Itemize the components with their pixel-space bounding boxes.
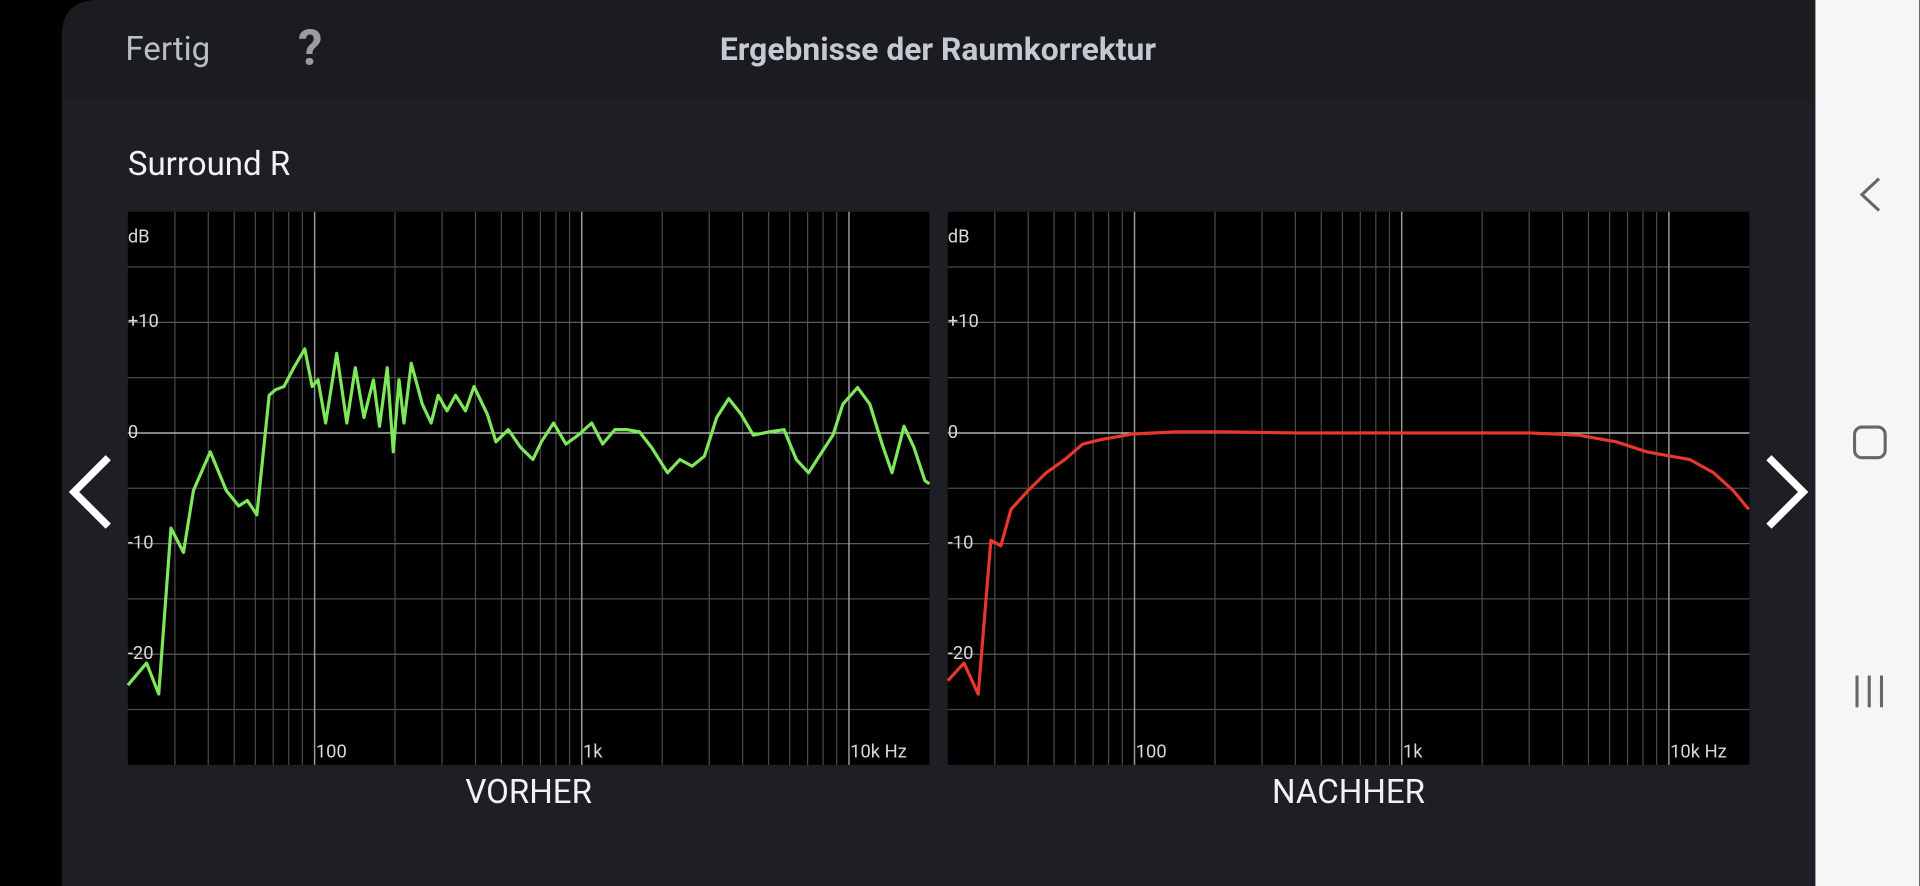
chart-label: NACHHER [1272,773,1425,812]
y-tick-label: -10 [948,532,974,553]
y-tick-label: 0 [948,422,958,443]
nav-back[interactable] [1859,177,1881,212]
y-tick-label: -10 [128,532,154,553]
nav-home[interactable] [1853,425,1887,460]
y-tick-label: -20 [948,643,974,664]
y-tick-label: +10 [948,311,979,332]
header-bar [61,0,1816,98]
done-button[interactable]: Fertig [125,30,210,69]
section-title: Surround R [128,145,290,184]
response-line [946,430,1750,696]
x-tick-label: 1k [1403,741,1423,762]
nav-bar [1815,0,1920,886]
next-arrow[interactable] [1766,455,1809,529]
response-line [126,347,931,696]
x-tick-label: 1k [583,741,603,762]
y-tick-label: 0 [128,422,138,443]
x-tick-label: 10k Hz [1670,741,1727,762]
chart-label: VORHER [465,773,592,812]
x-tick-label: 100 [316,741,347,762]
y-tick-label: -20 [128,643,154,664]
page-title: Ergebnisse der Raumkorrektur [720,30,1156,68]
y-tick-label: +10 [128,311,159,332]
x-tick-label: 10k Hz [850,741,907,762]
help-button[interactable]: ? [298,19,322,76]
prev-arrow[interactable] [68,455,111,529]
y-axis-label: dB [948,226,970,247]
y-axis-label: dB [128,226,150,247]
x-tick-label: 100 [1136,741,1167,762]
nav-recents[interactable] [1855,675,1884,708]
